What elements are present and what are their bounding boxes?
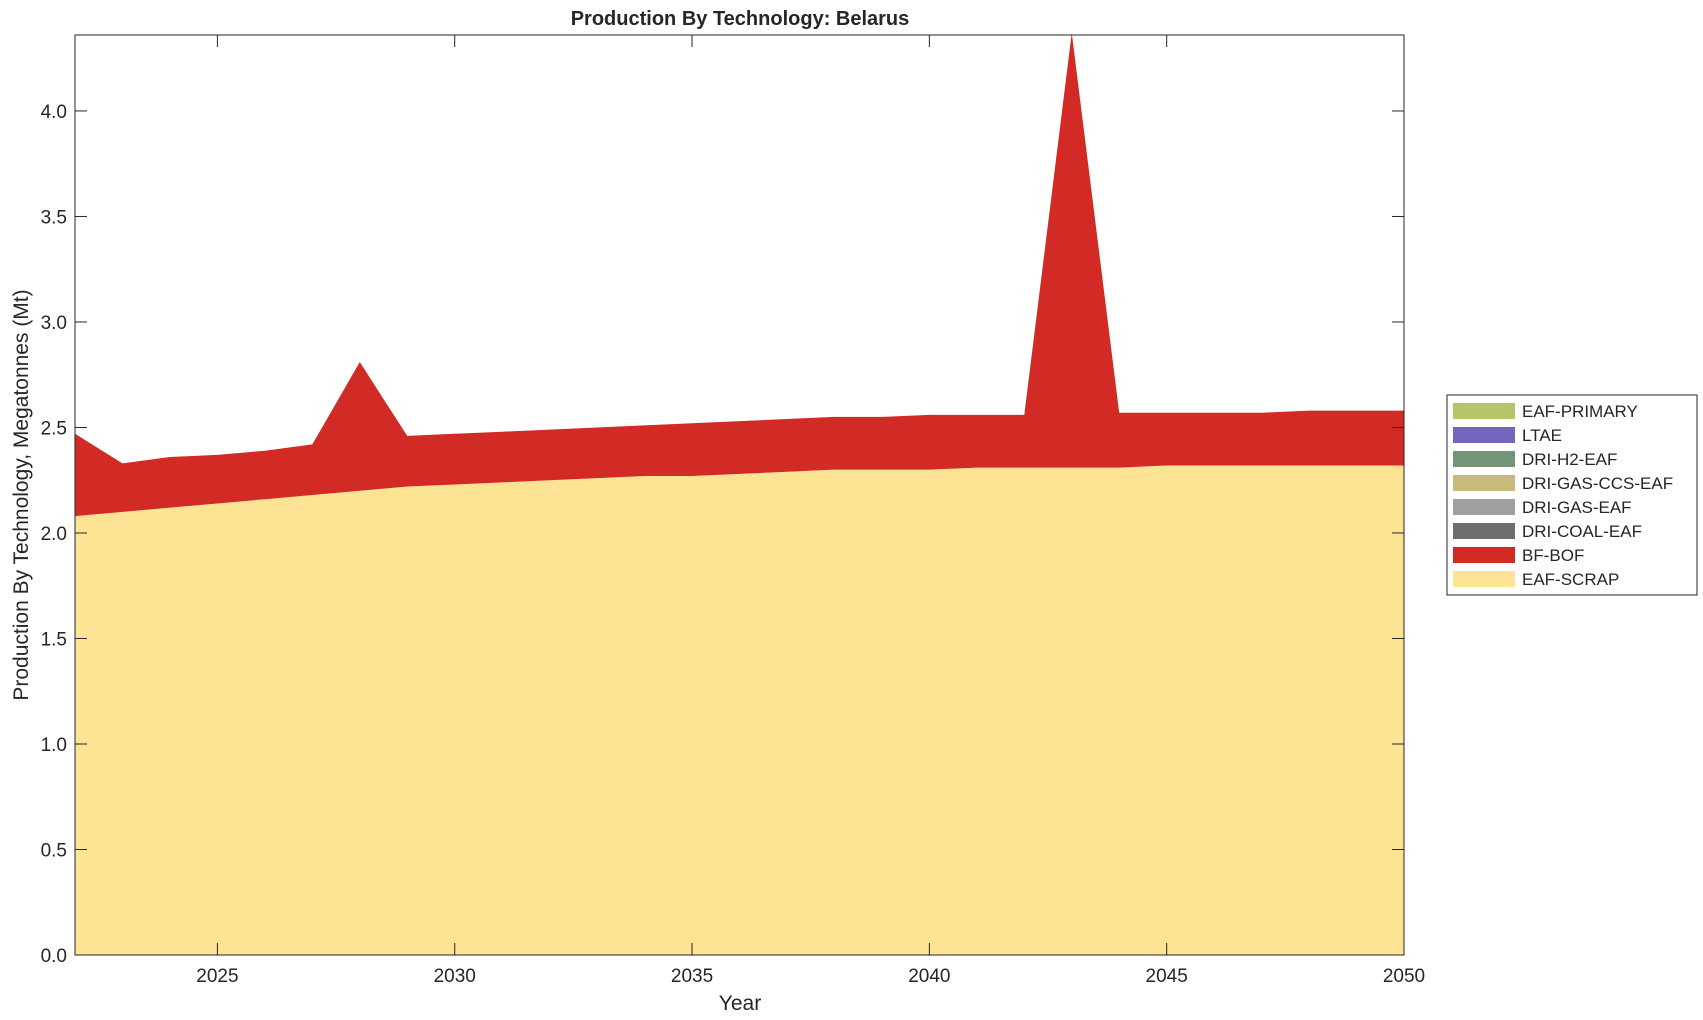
legend-label: BF-BOF: [1522, 546, 1584, 565]
legend-label: LTAE: [1522, 426, 1562, 445]
plot-frame: [74, 34, 1405, 956]
y-tick-label: 4.0: [41, 102, 67, 123]
y-tick-label: 1.5: [41, 629, 67, 650]
y-tick-label: 2.0: [41, 524, 67, 545]
y-axis-label: Production By Technology, Megatonnes (Mt…: [10, 289, 33, 700]
legend-label: DRI-H2-EAF: [1522, 450, 1617, 469]
area-dri-gas-ccs-eaf: [75, 32, 1404, 464]
area-ltae: [75, 32, 1404, 464]
chart-title: Production By Technology: Belarus: [571, 8, 910, 30]
area-eaf-scrap: [75, 465, 1404, 955]
legend-swatch: [1453, 427, 1515, 443]
legend-swatch: [1453, 475, 1515, 491]
y-tick-label: 0.0: [41, 946, 67, 967]
x-tick-label: 2035: [671, 966, 713, 987]
area-dri-h2-eaf: [75, 32, 1404, 464]
x-tick-label: 2025: [196, 966, 238, 987]
legend-label: DRI-GAS-EAF: [1522, 498, 1632, 517]
legend-label: EAF-SCRAP: [1522, 570, 1619, 589]
area-dri-coal-eaf: [75, 32, 1404, 464]
y-tick-label: 0.5: [41, 840, 67, 861]
area-eaf-primary: [75, 32, 1404, 464]
area-bf-bof: [75, 32, 1404, 517]
axis-ticks: 0.0 0.5 1.0 1.5 2.0 2.5 3.0 3.5 4.0 2025 2030 2035 2…: [41, 35, 1425, 987]
legend-swatch: [1453, 403, 1515, 419]
legend-label: EAF-PRIMARY: [1522, 402, 1638, 421]
legend: EAF-PRIMARY LTAE DRI-H2-EAF DRI-GAS-CCS-EAF…: [1446, 394, 1698, 596]
y-tick-label: 3.5: [41, 207, 67, 228]
x-tick-label: 2030: [434, 966, 476, 987]
x-tick-label: 2045: [1146, 966, 1188, 987]
x-tick-label: 2040: [908, 966, 950, 987]
area-dri-gas-eaf: [75, 32, 1404, 464]
legend-swatch: [1453, 547, 1515, 563]
legend-swatch: [1453, 571, 1515, 587]
legend-box: [1446, 394, 1698, 596]
y-tick-label: 3.0: [41, 313, 67, 334]
x-axis-label: Year: [719, 992, 761, 1015]
legend-label: DRI-COAL-EAF: [1522, 522, 1642, 541]
legend-swatch: [1453, 499, 1515, 515]
legend-swatch: [1453, 451, 1515, 467]
x-tick-label: 2050: [1383, 966, 1425, 987]
legend-label: DRI-GAS-CCS-EAF: [1522, 474, 1673, 493]
plot-areas: [75, 32, 1404, 955]
y-tick-label: 2.5: [41, 418, 67, 439]
y-tick-label: 1.0: [41, 735, 67, 756]
legend-swatch: [1453, 523, 1515, 539]
